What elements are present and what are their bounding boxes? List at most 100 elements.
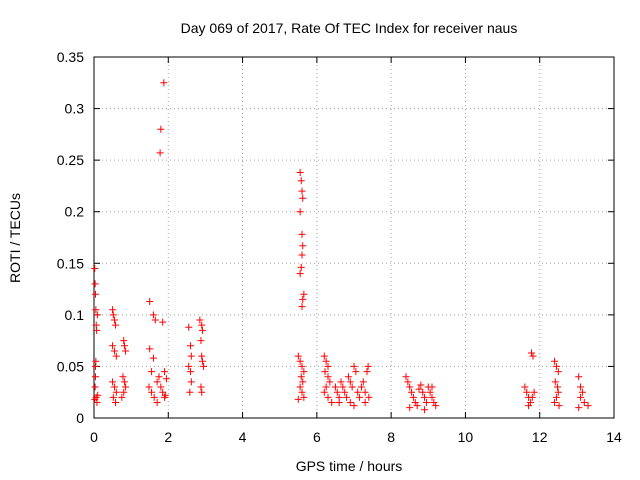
data-point <box>198 357 206 365</box>
data-point <box>122 383 130 391</box>
data-point <box>296 270 304 278</box>
y-tick-label: 0.05 <box>57 358 84 374</box>
data-point <box>528 349 536 357</box>
data-point <box>91 280 99 288</box>
data-point <box>324 393 332 401</box>
data-point <box>150 393 158 401</box>
data-point <box>120 388 128 396</box>
data-point <box>298 303 306 311</box>
data-point <box>324 373 332 381</box>
data-point <box>577 393 585 401</box>
data-point <box>300 393 308 401</box>
data-point <box>157 125 165 133</box>
data-point <box>187 378 195 386</box>
data-point <box>109 311 117 319</box>
data-point <box>408 388 416 396</box>
data-point <box>296 169 304 177</box>
data-point <box>94 391 102 399</box>
data-point <box>348 383 356 391</box>
data-point <box>552 393 560 401</box>
data-point <box>415 385 423 393</box>
data-point <box>119 373 127 381</box>
data-point <box>413 402 421 410</box>
data-point <box>92 306 100 314</box>
data-point <box>110 316 118 324</box>
data-point <box>346 378 354 386</box>
data-point <box>298 251 306 259</box>
data-point <box>322 357 330 365</box>
data-point <box>359 378 367 386</box>
data-point <box>365 393 373 401</box>
data-point <box>430 399 438 407</box>
x-tick-label: 6 <box>313 429 321 445</box>
data-point <box>294 395 302 403</box>
data-point <box>120 342 128 350</box>
data-point <box>299 194 307 202</box>
data-point <box>551 399 559 407</box>
data-point <box>296 383 304 391</box>
data-point <box>409 393 417 401</box>
data-point <box>146 345 154 353</box>
data-point <box>402 373 410 381</box>
data-point <box>554 383 562 391</box>
data-point <box>112 352 120 360</box>
data-point <box>153 399 161 407</box>
data-point <box>148 368 156 376</box>
data-point <box>109 393 117 401</box>
x-tick-label: 12 <box>532 429 548 445</box>
data-point <box>422 399 430 407</box>
data-point <box>575 373 583 381</box>
x-axis-label: GPS time / hours <box>296 458 403 474</box>
data-point <box>324 362 332 370</box>
data-point <box>299 378 307 386</box>
data-point <box>575 404 583 412</box>
data-point <box>528 393 536 401</box>
data-point <box>411 399 419 407</box>
axes-frame <box>93 56 615 419</box>
y-tick-label: 0.35 <box>57 49 84 65</box>
data-point <box>552 362 560 370</box>
data-point <box>93 399 101 407</box>
data-point <box>161 368 169 376</box>
data-point <box>363 368 371 376</box>
plot-frame <box>93 56 615 419</box>
data-point <box>91 264 99 272</box>
y-tick-label: 0 <box>76 410 84 426</box>
data-point <box>297 373 305 381</box>
data-point <box>109 306 117 314</box>
x-tick-label: 2 <box>164 429 172 445</box>
data-point <box>361 388 369 396</box>
data-point <box>297 263 305 271</box>
data-point <box>404 378 412 386</box>
data-point <box>197 383 205 391</box>
y-tick-label: 0.25 <box>57 152 84 168</box>
data-point <box>185 362 193 370</box>
y-tick-label: 0.1 <box>65 307 85 323</box>
data-point <box>406 404 414 412</box>
data-point <box>187 368 195 376</box>
data-point <box>198 321 206 329</box>
data-point <box>110 347 118 355</box>
data-point <box>350 362 358 370</box>
data-point <box>298 362 306 370</box>
data-point <box>339 383 347 391</box>
data-point <box>162 375 170 383</box>
x-tick-label: 10 <box>458 429 474 445</box>
data-point <box>155 373 163 381</box>
data-point <box>354 388 362 396</box>
data-point <box>298 388 306 396</box>
data-point <box>352 368 360 376</box>
data-point <box>525 402 533 410</box>
data-point <box>298 187 306 195</box>
y-tick-label: 0.3 <box>65 101 85 117</box>
data-point <box>149 354 157 362</box>
data-point <box>432 402 440 410</box>
data-point <box>426 388 434 396</box>
data-point <box>428 383 436 391</box>
data-point <box>419 388 427 396</box>
data-point <box>361 399 369 407</box>
data-point <box>555 402 563 410</box>
data-point <box>421 393 429 401</box>
data-point <box>584 402 592 410</box>
